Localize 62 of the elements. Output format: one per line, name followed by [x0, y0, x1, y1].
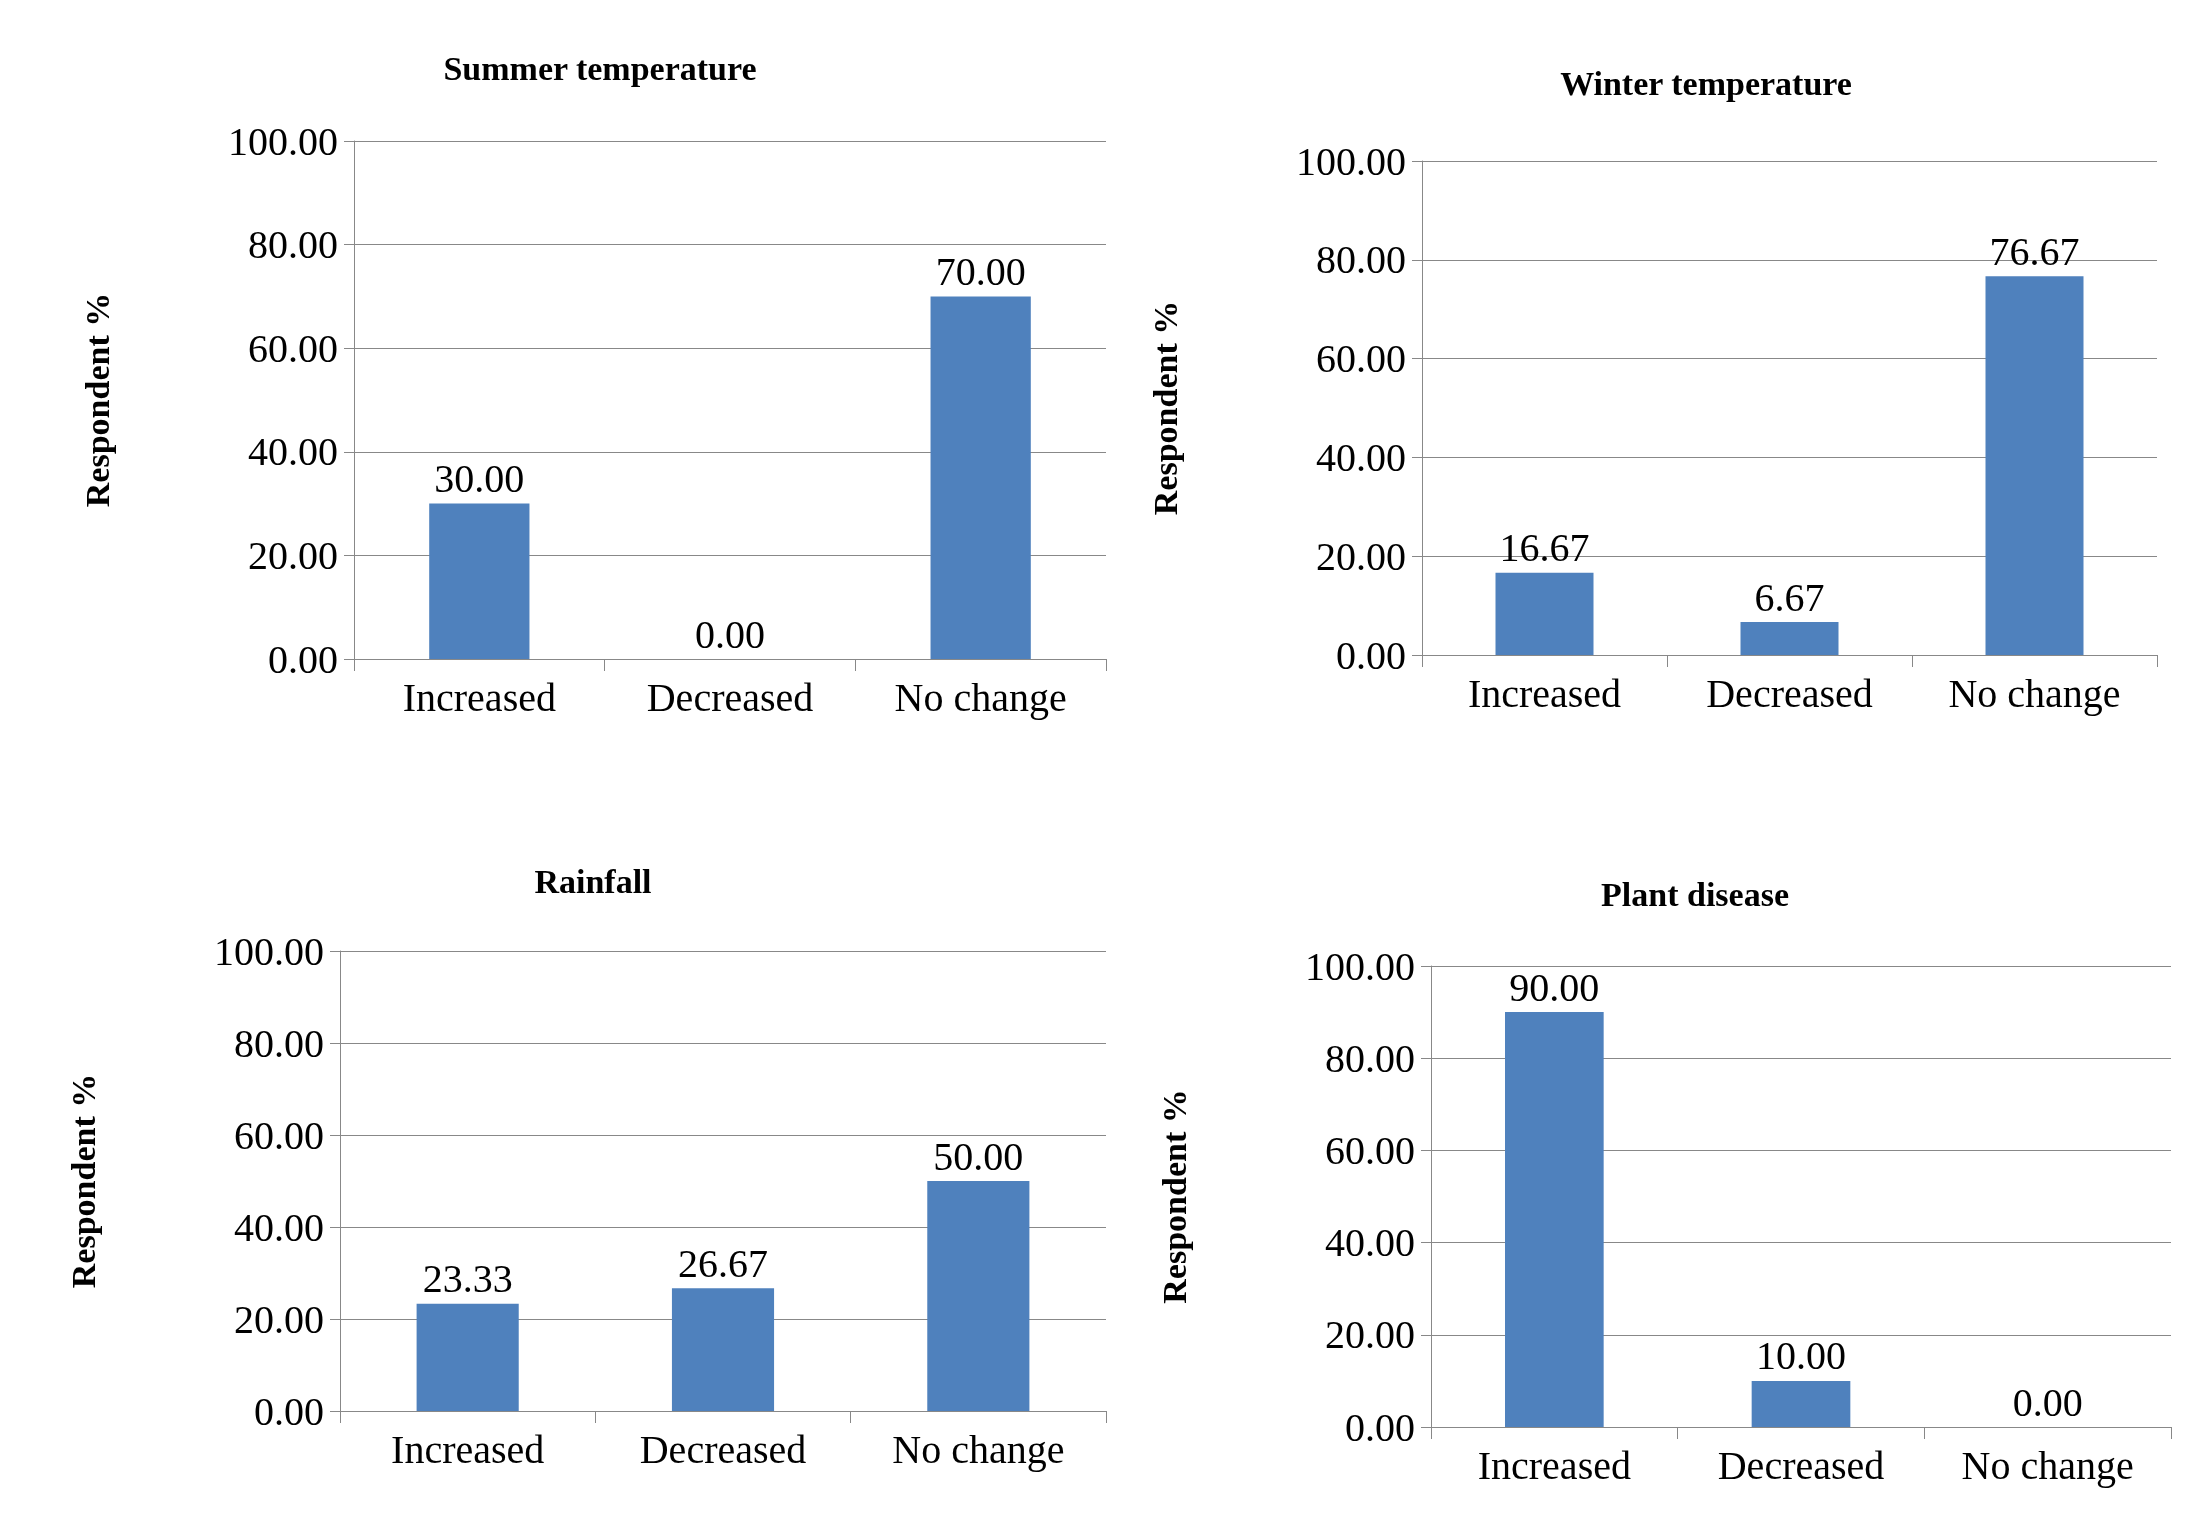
y-tick-label: 0.00 — [268, 636, 338, 682]
y-axis-title: Respondent % — [78, 292, 116, 508]
data-label: 76.67 — [1989, 228, 2080, 274]
y-tick-label: 40.00 — [248, 429, 338, 475]
chart-title: Summer temperature — [443, 49, 757, 87]
y-tick-label: 0.00 — [254, 1388, 324, 1434]
chart-title: Winter temperature — [1560, 64, 1852, 102]
x-tick-label: Decreased — [1717, 1442, 1885, 1488]
y-tick-label: 40.00 — [234, 1204, 324, 1250]
y-tick-label: 0.00 — [1345, 1404, 1415, 1450]
data-label: 30.00 — [434, 456, 525, 502]
x-tick-label: Decreased — [639, 1426, 807, 1472]
y-tick-label: 60.00 — [248, 325, 338, 371]
y-tick-label: 20.00 — [1325, 1312, 1415, 1358]
bar — [1985, 276, 2084, 655]
data-label: 90.00 — [1509, 964, 1600, 1010]
y-tick-label: 20.00 — [234, 1296, 324, 1342]
y-tick-label: 60.00 — [234, 1112, 324, 1158]
data-label: 0.00 — [695, 611, 765, 657]
bar — [1495, 572, 1594, 655]
bar — [671, 1288, 775, 1411]
y-axis-title: Respondent % — [1146, 300, 1184, 516]
y-tick-label: 60.00 — [1325, 1127, 1415, 1173]
y-tick-label: 80.00 — [1325, 1035, 1415, 1081]
y-tick-label: 100.00 — [1305, 943, 1415, 989]
y-axis-title: Respondent % — [1155, 1089, 1193, 1304]
x-tick-label: Increased — [1467, 670, 1622, 716]
y-axis-title: Respondent % — [64, 1073, 102, 1289]
bar — [927, 1181, 1030, 1411]
x-tick-label: Increased — [391, 1426, 545, 1472]
x-tick-label: Increased — [402, 674, 556, 720]
y-tick-label: 100.00 — [1296, 138, 1406, 184]
x-tick-label: Increased — [1477, 1442, 1631, 1488]
y-tick-label: 0.00 — [1336, 632, 1406, 678]
y-tick-label: 80.00 — [248, 222, 338, 268]
y-tick-label: 40.00 — [1325, 1220, 1415, 1266]
x-tick-label: No change — [1961, 1442, 2134, 1488]
data-label: 70.00 — [935, 248, 1026, 294]
bar — [1740, 622, 1839, 655]
x-tick-label: Decreased — [646, 674, 814, 720]
y-tick-label: 40.00 — [1316, 434, 1406, 480]
data-label: 50.00 — [933, 1133, 1024, 1179]
x-tick-label: No change — [1948, 670, 2121, 716]
y-tick-label: 80.00 — [1316, 237, 1406, 283]
data-label: 0.00 — [2012, 1379, 2083, 1425]
data-label: 23.33 — [422, 1256, 513, 1302]
bar — [416, 1303, 519, 1411]
data-label: 10.00 — [1756, 1333, 1846, 1379]
data-label: 16.67 — [1499, 525, 1590, 571]
y-tick-label: 100.00 — [228, 118, 338, 164]
x-tick-label: Decreased — [1706, 670, 1873, 716]
y-tick-label: 20.00 — [1316, 533, 1406, 579]
data-label: 26.67 — [678, 1240, 768, 1286]
chart-title: Rainfall — [534, 862, 652, 900]
y-tick-label: 80.00 — [234, 1020, 324, 1066]
chart-title: Plant disease — [1601, 875, 1789, 913]
data-label: 6.67 — [1754, 574, 1825, 620]
x-tick-label: No change — [894, 674, 1067, 720]
x-tick-label: No change — [892, 1426, 1065, 1472]
y-tick-label: 100.00 — [214, 928, 324, 974]
y-tick-label: 60.00 — [1316, 336, 1406, 382]
y-tick-label: 20.00 — [248, 532, 338, 578]
